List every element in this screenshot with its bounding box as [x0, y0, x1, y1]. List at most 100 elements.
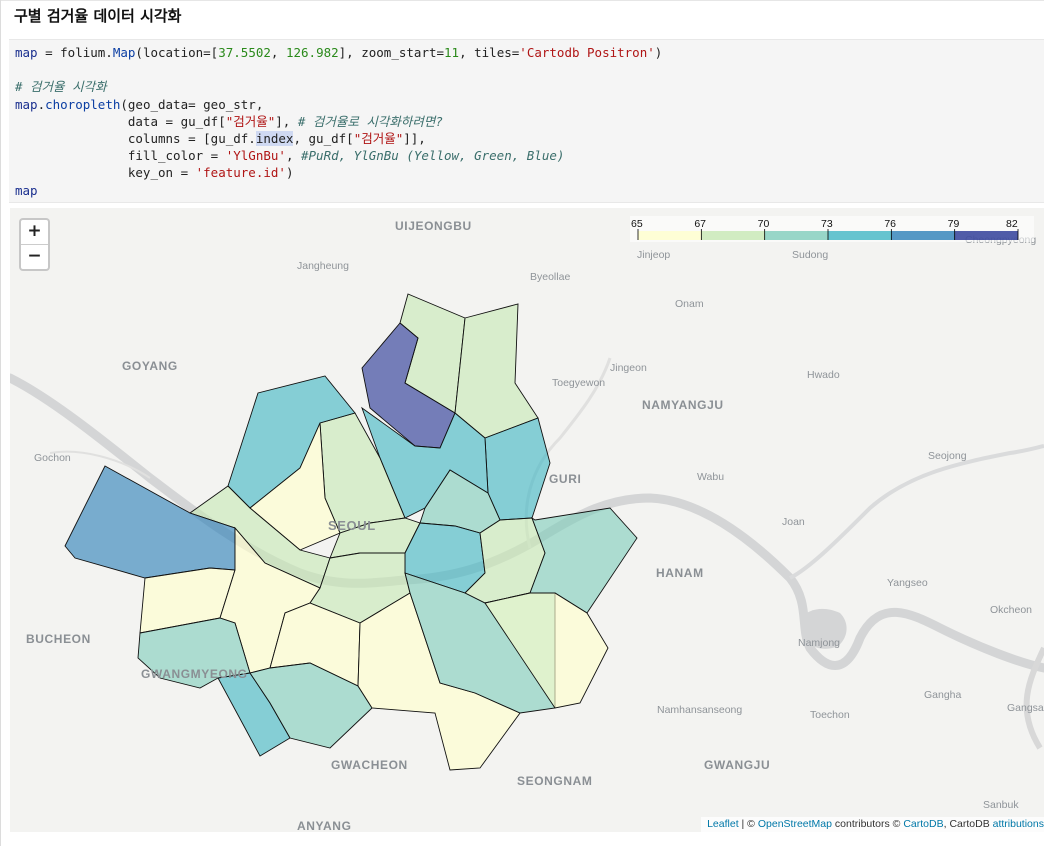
label-jangheung: Jangheung	[297, 260, 349, 272]
label-toechon: Toechon	[810, 709, 850, 721]
cell-left-rule	[0, 0, 1, 846]
label-onam: Onam	[675, 298, 704, 310]
code-token: 'YlGnBu'	[225, 148, 286, 164]
label-seojong: Seojong	[928, 450, 967, 462]
code-line: data = gu_df["검거율"], # 검거율로 시각화하려면?	[15, 113, 1044, 130]
code-token: 'feature.id'	[195, 165, 286, 181]
label-anyang: ANYANG	[297, 819, 352, 832]
label-gangsang: Gangsang	[1007, 702, 1044, 714]
label-goyang: GOYANG	[122, 359, 178, 373]
label-bucheon: BUCHEON	[26, 632, 91, 646]
label-gwangju: GWANGJU	[704, 758, 770, 772]
legend-tick-label: 70	[758, 218, 770, 230]
code-line: columns = [gu_df.index, gu_df["검거율"]],	[15, 130, 1044, 147]
label-okcheon: Okcheon	[990, 604, 1032, 616]
legend-swatch	[954, 231, 1018, 240]
cartodb-link[interactable]: CartoDB	[903, 818, 944, 830]
district-nowon[interactable]	[454, 303, 539, 439]
legend-swatches	[638, 231, 1018, 240]
code-token: = folium.	[37, 45, 113, 60]
code-editor[interactable]: map = folium.Map(location=[37.5502, 126.…	[9, 40, 1044, 199]
code-token: #PuRd, YlGnBu (Yellow, Green, Blue)	[301, 148, 565, 164]
code-token: "검거율"	[353, 131, 404, 146]
legend-tick-label: 73	[821, 218, 833, 230]
leaflet-link[interactable]: Leaflet	[707, 818, 739, 830]
code-cell[interactable]: map = folium.Map(location=[37.5502, 126.…	[9, 39, 1044, 203]
markdown-heading: 구별 검거율 데이터 시각화	[14, 7, 182, 25]
label-gwangmyeong: GWANGMYEONG	[141, 667, 248, 681]
code-token: # 검거율로 시각화하려면?	[297, 113, 443, 129]
code-line: map = folium.Map(location=[37.5502, 126.…	[15, 44, 1044, 61]
zoom-in-button[interactable]: +	[21, 220, 48, 245]
code-token: ,	[270, 45, 286, 60]
label-gochon: Gochon	[34, 452, 71, 464]
code-token: ], zoom_start=	[338, 45, 445, 60]
code-token: , tiles=	[459, 45, 520, 60]
map-attribution: Leaflet | © OpenStreetMap contributors ©…	[701, 817, 1044, 832]
stream-3	[49, 450, 151, 479]
legend-tick-label: 82	[1006, 218, 1018, 230]
legend-ticks: 65 67 70 73 76 79 82	[631, 218, 1019, 240]
code-token: key_on =	[15, 165, 196, 181]
paldang-lake	[800, 608, 847, 649]
map-canvas[interactable]: UIJEONGBU GOYANG NAMYANGJU GURI HANAM BU…	[10, 208, 1044, 832]
code-token: map	[15, 182, 38, 198]
label-hwado: Hwado	[807, 369, 840, 381]
code-token: ],	[275, 113, 298, 129]
top-rule	[0, 0, 1044, 1]
legend-swatch	[828, 231, 892, 240]
code-token: # 검거율 시각화	[15, 79, 107, 95]
osm-link[interactable]: OpenStreetMap	[757, 818, 832, 830]
code-token: Map	[112, 45, 136, 60]
code-token: 126.982	[285, 45, 339, 60]
code-token: choropleth	[45, 96, 121, 112]
code-token: 'Cartodb Positron'	[519, 45, 655, 60]
label-toegyewon: Toegyewon	[552, 377, 605, 389]
attribution-sep-1: | ©	[738, 818, 758, 830]
leaflet-map[interactable]: UIJEONGBU GOYANG NAMYANGJU GURI HANAM BU…	[10, 208, 1044, 832]
label-seoul: SEOUL	[328, 518, 376, 533]
label-wabu: Wabu	[697, 471, 724, 483]
code-token: (location=[	[135, 45, 219, 60]
zoom-out-button[interactable]: −	[27, 246, 42, 266]
attribution-contributors: contributors ©	[831, 818, 904, 830]
code-line: map	[15, 182, 1044, 199]
code-token: , gu_df[	[293, 131, 354, 146]
label-hanam: HANAM	[656, 566, 704, 580]
code-token: .	[37, 96, 46, 112]
legend-swatch	[891, 231, 955, 240]
attributions-link[interactable]: attributions	[992, 818, 1044, 830]
code-line: # 검거율 시각화	[15, 78, 1044, 95]
code-token: ,	[285, 148, 301, 164]
choropleth-layer[interactable]	[64, 293, 638, 771]
code-token: map	[15, 45, 38, 60]
code-token: 37.5502	[218, 45, 271, 60]
legend-tick-label: 65	[631, 218, 643, 230]
legend-tick-label: 79	[948, 218, 960, 230]
color-legend: 65 67 70 73 76 79 82	[630, 216, 1034, 242]
label-uijeongbu: UIJEONGBU	[395, 219, 472, 233]
label-yangseo: Yangseo	[887, 577, 928, 589]
code-token: )	[285, 165, 294, 181]
code-token: fill_color =	[15, 148, 226, 164]
code-token: (geo_data= geo_str,	[120, 96, 264, 112]
legend-swatch	[638, 231, 702, 240]
label-sudong: Sudong	[792, 249, 828, 261]
han-river-branch	[789, 444, 1044, 580]
label-gwacheon: GWACHEON	[331, 758, 408, 772]
legend-tick-label: 76	[884, 218, 896, 230]
label-jingeon: Jingeon	[610, 362, 647, 374]
code-token: map	[15, 96, 38, 112]
legend-swatch	[764, 231, 828, 240]
legend-swatch	[701, 231, 765, 240]
label-joan: Joan	[782, 516, 805, 528]
code-line: map.choropleth(geo_data= geo_str,	[15, 96, 1044, 113]
label-sanbuk: Sanbuk	[983, 799, 1019, 811]
legend-tick-label: 67	[694, 218, 706, 230]
district-songpa[interactable]	[484, 592, 609, 709]
code-line	[15, 61, 1044, 78]
label-jinjeop: Jinjeop	[637, 249, 670, 261]
code-token: ]],	[403, 131, 426, 146]
label-guri: GURI	[549, 472, 581, 486]
place-labels-large: UIJEONGBU GOYANG NAMYANGJU GURI HANAM BU…	[26, 219, 770, 832]
